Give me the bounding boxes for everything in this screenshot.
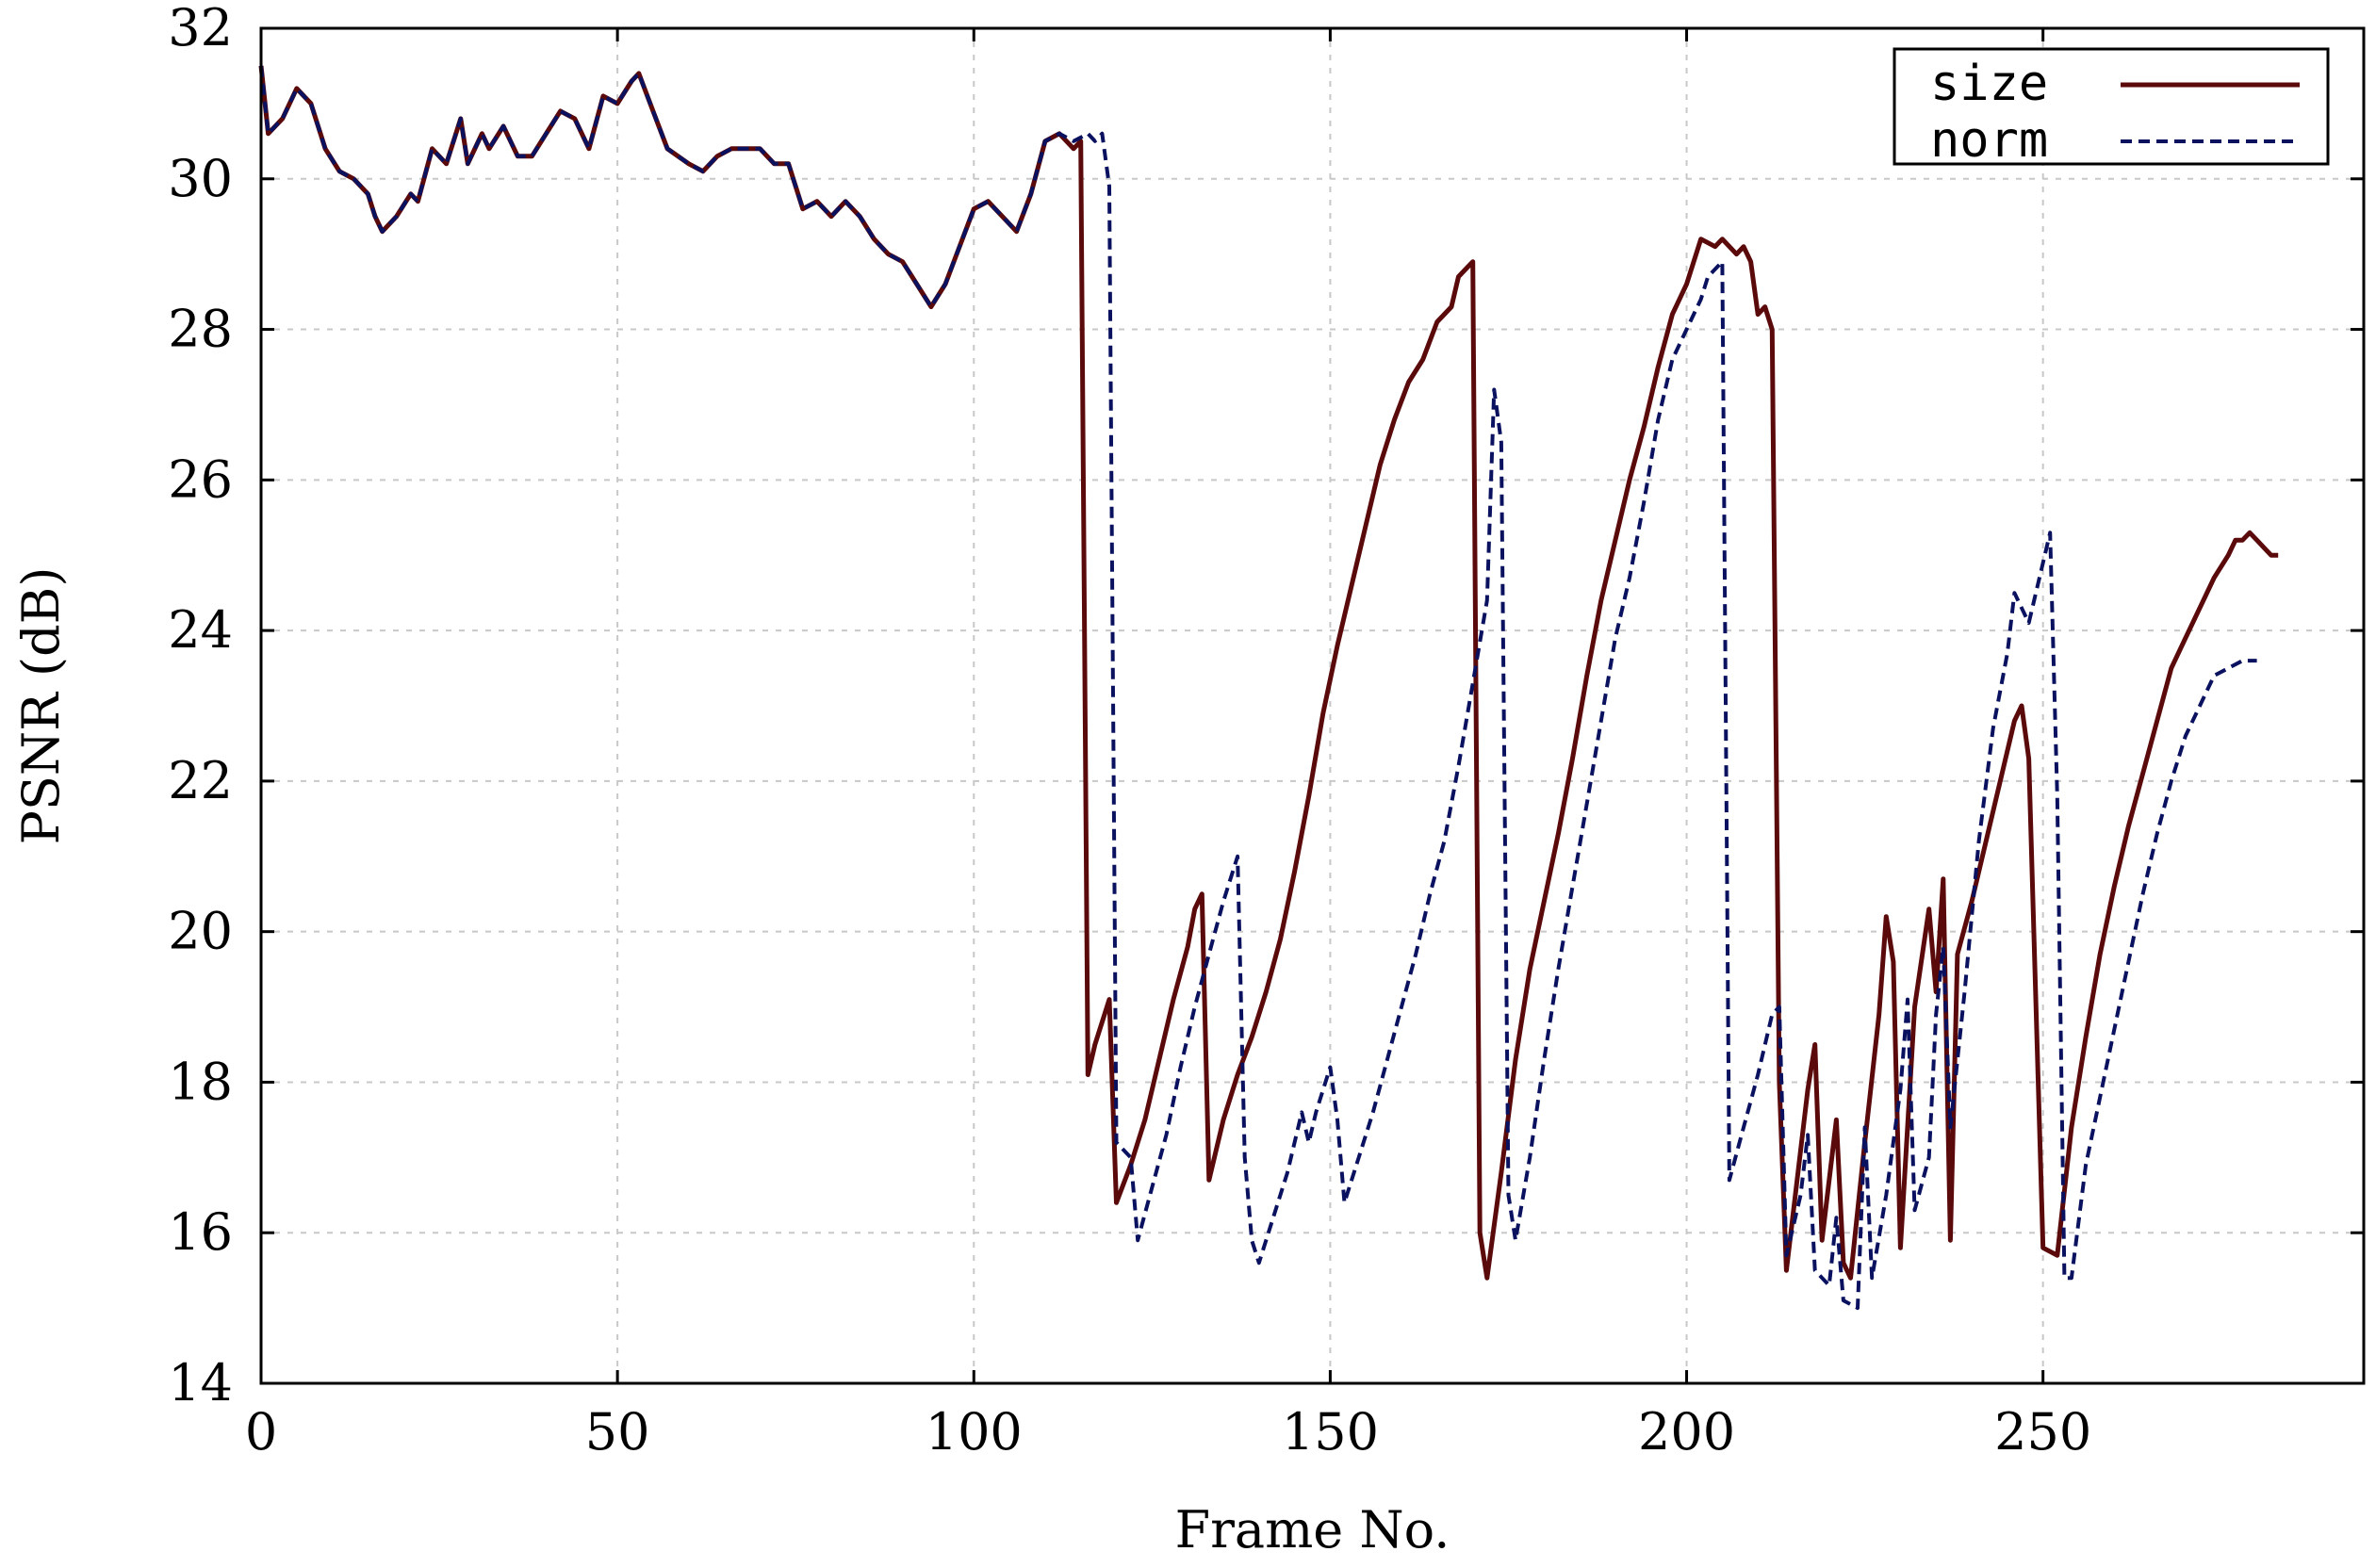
x-tick-label-150: 150 — [1282, 1402, 1379, 1462]
y-tick-label-14: 14 — [168, 1353, 233, 1413]
y-tick-label-30: 30 — [168, 149, 233, 208]
grid-lines — [261, 28, 2364, 1383]
y-tick-label-26: 26 — [168, 449, 233, 509]
series-line-norm — [259, 65, 2257, 1311]
y-axis-title: PSNR (dB) — [11, 567, 71, 845]
legend-label-norm: norm — [1930, 112, 2048, 169]
x-tick-label-250: 250 — [1994, 1402, 2091, 1462]
y-tick-label-16: 16 — [168, 1202, 233, 1262]
x-tick-label-100: 100 — [926, 1402, 1023, 1462]
series-lines — [258, 65, 2279, 1311]
legend: size norm — [1893, 47, 2330, 169]
y-tick-label-32: 32 — [168, 0, 233, 57]
y-tick-label-28: 28 — [168, 300, 233, 359]
y-tick-label-18: 18 — [168, 1052, 233, 1111]
legend-label-size: size — [1930, 56, 2048, 112]
x-tick-label-50: 50 — [585, 1402, 650, 1462]
axis-ticks — [259, 26, 2364, 1385]
tick-labels: 0 50 100 150 200 250 14 16 18 20 22 24 26 28 30 32 — [168, 0, 2091, 1462]
plot-frame — [259, 26, 2366, 1385]
x-tick-label-0: 0 — [245, 1402, 277, 1462]
y-tick-label-20: 20 — [168, 902, 233, 961]
x-axis-title: Frame No. — [1175, 1500, 1450, 1560]
y-tick-label-22: 22 — [168, 751, 233, 810]
series-line-size — [258, 65, 2279, 1281]
y-tick-label-24: 24 — [168, 600, 233, 660]
legend-box — [1893, 47, 2330, 166]
x-tick-label-200: 200 — [1638, 1402, 1735, 1462]
